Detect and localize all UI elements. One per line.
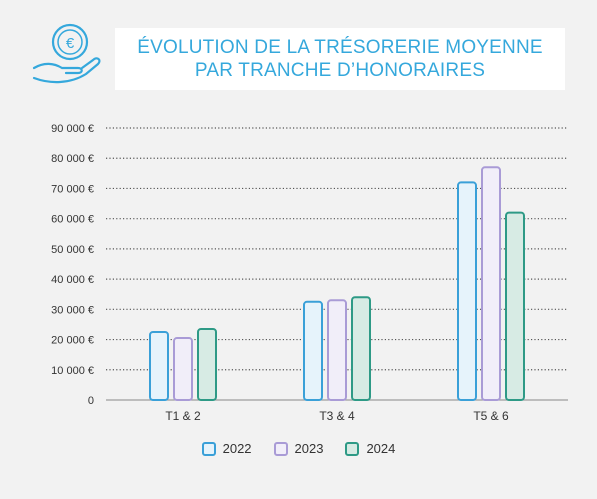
bar bbox=[197, 327, 217, 402]
y-tick-label: 40 000 € bbox=[51, 274, 94, 286]
y-tick-label: 70 000 € bbox=[51, 183, 94, 195]
legend-label-2022: 2022 bbox=[222, 441, 252, 456]
x-tick-label: T3 & 4 bbox=[319, 409, 355, 423]
legend-item-2022: 2022 bbox=[201, 441, 252, 456]
legend-label-2024: 2024 bbox=[366, 441, 396, 456]
y-tick-label: 30 000 € bbox=[51, 304, 94, 316]
y-tick-label: 20 000 € bbox=[51, 335, 94, 347]
bar bbox=[303, 300, 323, 401]
legend-swatch-2022 bbox=[201, 441, 216, 456]
y-tick-label: 60 000 € bbox=[51, 214, 94, 226]
y-tick-label: 80 000 € bbox=[51, 153, 94, 165]
legend-item-2024: 2024 bbox=[345, 441, 395, 456]
bar-chart: 0 10 000 € 20 000 € 30 000 € 40 000 € 50 000 … bbox=[51, 123, 568, 423]
bar bbox=[505, 211, 525, 401]
euro-symbol: € bbox=[66, 35, 75, 52]
y-tick-label: 0 bbox=[88, 395, 94, 407]
x-tick-label: T5 & 6 bbox=[473, 409, 509, 423]
y-tick-label: 50 000 € bbox=[51, 244, 94, 256]
bar bbox=[351, 296, 371, 401]
legend-item-2023: 2023 bbox=[273, 441, 324, 456]
y-tick-label: 10 000 € bbox=[51, 365, 94, 377]
y-tick-label: 90 000 € bbox=[51, 123, 94, 135]
bar bbox=[173, 337, 193, 401]
bar bbox=[457, 181, 477, 401]
legend: 2022 2023 2024 bbox=[0, 441, 597, 456]
legend-swatch-2023 bbox=[273, 441, 288, 456]
title-line-1: ÉVOLUTION DE LA TRÉSORERIE MOYENNE bbox=[137, 37, 543, 58]
bar bbox=[481, 166, 501, 401]
euro-coin-hand-icon: € bbox=[30, 18, 106, 88]
legend-swatch-2024 bbox=[345, 441, 360, 456]
chart-title: ÉVOLUTION DE LA TRÉSORERIE MOYENNE PAR T… bbox=[115, 28, 565, 90]
x-tick-label: T1 & 2 bbox=[165, 409, 201, 423]
bar bbox=[327, 299, 347, 401]
legend-label-2023: 2023 bbox=[294, 441, 324, 456]
title-line-2: PAR TRANCHE D’HONORAIRES bbox=[194, 60, 486, 81]
bar bbox=[149, 331, 169, 401]
